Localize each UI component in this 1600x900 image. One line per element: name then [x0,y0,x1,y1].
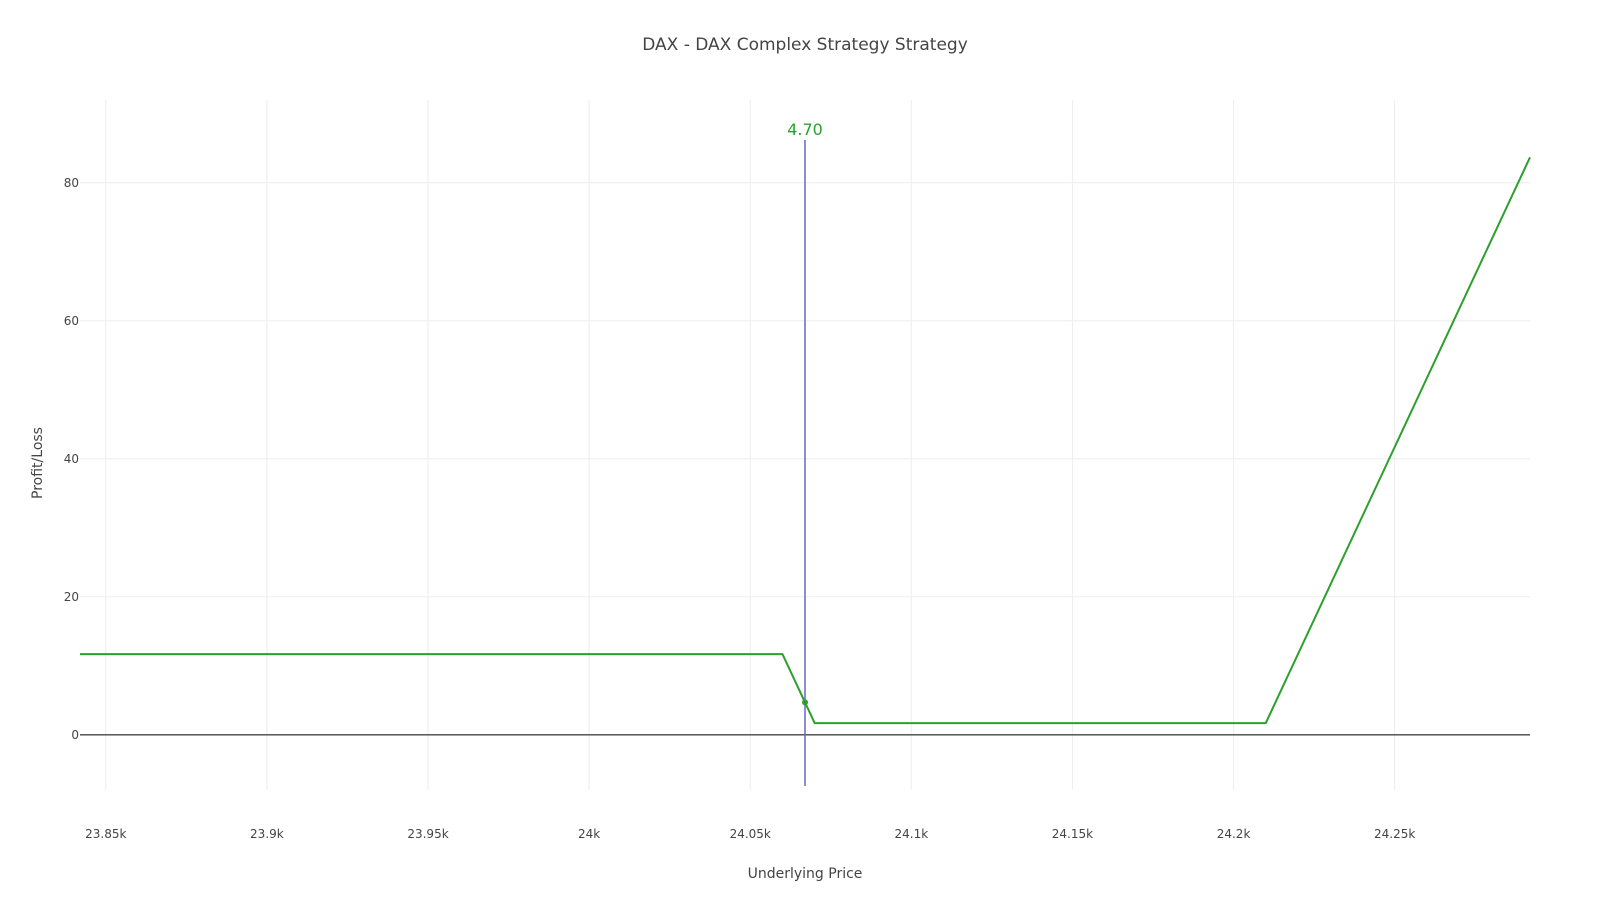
x-tick-label: 23.9k [250,827,284,841]
y-tick-label: 80 [64,176,79,190]
y-tick-label: 40 [64,452,79,466]
x-tick-label: 23.95k [407,827,448,841]
payoff-line [80,156,1531,725]
x-tick-label: 24.2k [1217,827,1251,841]
x-tick-label: 24.25k [1374,827,1415,841]
x-tick-label: 24k [578,827,600,841]
current-price-label: 4.70 [787,120,823,139]
y-tick-label: 20 [64,590,79,604]
y-tick-label: 60 [64,314,79,328]
x-tick-label: 24.1k [894,827,928,841]
x-tick-label: 24.05k [730,827,771,841]
x-axis-ticks: 23.85k 23.9k 23.95k 24k 24.05k 24.1k 24.15k 24.… [85,827,1415,841]
y-tick-label: 0 [71,728,79,742]
current-price-point [802,699,808,706]
series-layer [80,156,1531,725]
y-axis-ticks: 0 20 40 60 80 [64,176,79,742]
chart-title: DAX - DAX Complex Strategy Strategy [642,35,968,55]
y-axis-title: Profit/Loss [30,427,46,499]
x-tick-label: 24.15k [1052,827,1093,841]
x-tick-label: 23.85k [85,827,126,841]
current-price-layer: 4.70 [787,120,823,786]
x-axis-title: Underlying Price [748,866,863,882]
